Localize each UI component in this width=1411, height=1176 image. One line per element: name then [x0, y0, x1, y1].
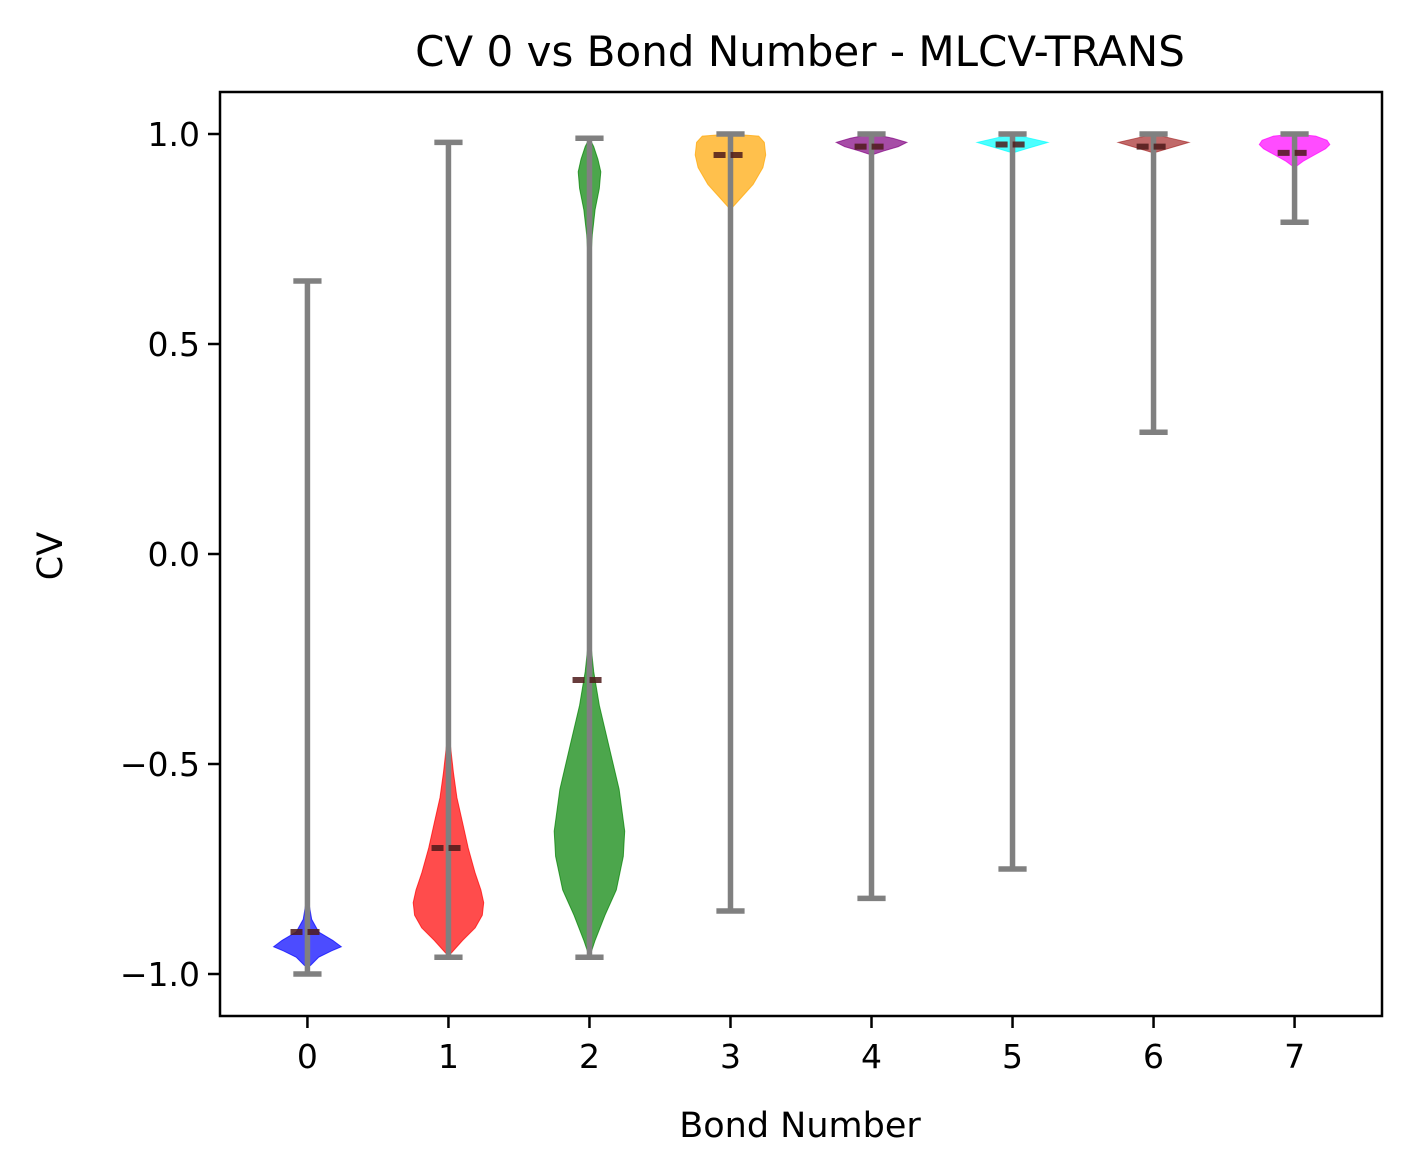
y-tick-label: 1.0 [148, 115, 200, 154]
y-axis-label: CV [31, 532, 71, 580]
x-tick-label: 0 [297, 1037, 318, 1076]
x-tick-label: 5 [1002, 1037, 1023, 1076]
x-tick-label: 1 [438, 1037, 459, 1076]
x-tick-label: 6 [1143, 1037, 1164, 1076]
x-tick-label: 7 [1284, 1037, 1305, 1076]
x-axis: 0 1 2 3 4 5 6 7 [297, 1016, 1305, 1076]
violin-layer [272, 133, 1331, 967]
y-tick-label: −0.5 [120, 745, 200, 784]
x-tick-label: 4 [861, 1037, 882, 1076]
y-tick-label: 0.5 [148, 325, 200, 364]
x-tick-label: 3 [720, 1037, 741, 1076]
y-tick-label: −1.0 [120, 955, 200, 994]
x-axis-label: Bond Number [679, 1106, 921, 1146]
y-axis: 1.0 0.5 0.0 −0.5 −1.0 [120, 115, 220, 994]
x-tick-label: 2 [579, 1037, 600, 1076]
chart-title: CV 0 vs Bond Number - MLCV-TRANS [415, 27, 1185, 76]
y-tick-label: 0.0 [148, 535, 200, 574]
plot-area-frame [218, 90, 1384, 1018]
whisker-layer [290, 131, 1312, 977]
